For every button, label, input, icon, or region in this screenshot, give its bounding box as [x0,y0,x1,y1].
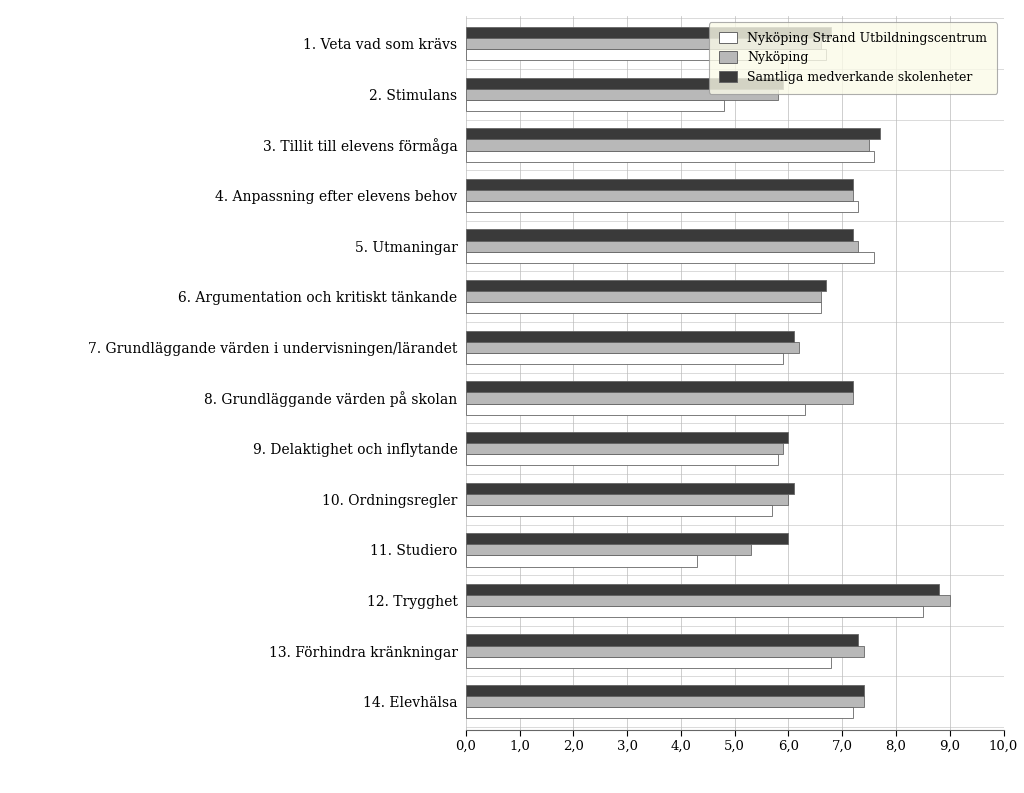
Bar [466,381,853,393]
Bar [466,505,772,516]
Bar [466,201,858,213]
Bar [466,331,794,342]
Bar [466,49,826,60]
Bar [466,584,939,595]
Legend: Nyköping Strand Utbildningscentrum, Nyköping, Samtliga medverkande skolenheter: Nyköping Strand Utbildningscentrum, Nykö… [709,22,997,94]
Bar [466,646,863,657]
Bar [466,432,788,443]
Bar [466,179,853,190]
Bar [466,685,863,696]
Bar [466,544,751,555]
Bar [466,483,794,494]
Bar [466,404,805,415]
Bar [466,606,923,617]
Bar [466,280,826,291]
Bar [466,151,874,162]
Bar [466,595,950,606]
Bar [466,128,880,140]
Bar [466,353,783,364]
Bar [466,240,858,251]
Bar [466,291,820,302]
Bar [466,100,724,111]
Bar [466,634,858,646]
Bar [466,494,788,505]
Bar [466,190,853,201]
Bar [466,555,697,566]
Bar [466,302,820,313]
Bar [466,696,863,707]
Bar [466,393,853,404]
Bar [466,707,853,718]
Bar [466,78,783,89]
Bar [466,229,853,240]
Bar [466,443,783,454]
Bar [466,657,831,668]
Bar [466,454,778,465]
Bar [466,89,778,100]
Bar [466,27,831,38]
Bar [466,251,874,262]
Bar [466,533,788,544]
Bar [466,140,869,151]
Bar [466,38,820,49]
Bar [466,342,799,353]
